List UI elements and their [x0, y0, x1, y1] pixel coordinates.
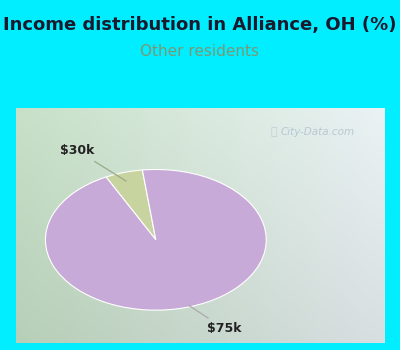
Text: $75k: $75k — [189, 305, 242, 335]
Text: $30k: $30k — [60, 144, 126, 181]
Wedge shape — [46, 169, 266, 310]
Text: ⓘ: ⓘ — [270, 127, 277, 137]
Text: City-Data.com: City-Data.com — [281, 127, 355, 137]
Text: Income distribution in Alliance, OH (%): Income distribution in Alliance, OH (%) — [3, 16, 397, 34]
Text: Other residents: Other residents — [140, 44, 260, 59]
Wedge shape — [106, 170, 156, 240]
